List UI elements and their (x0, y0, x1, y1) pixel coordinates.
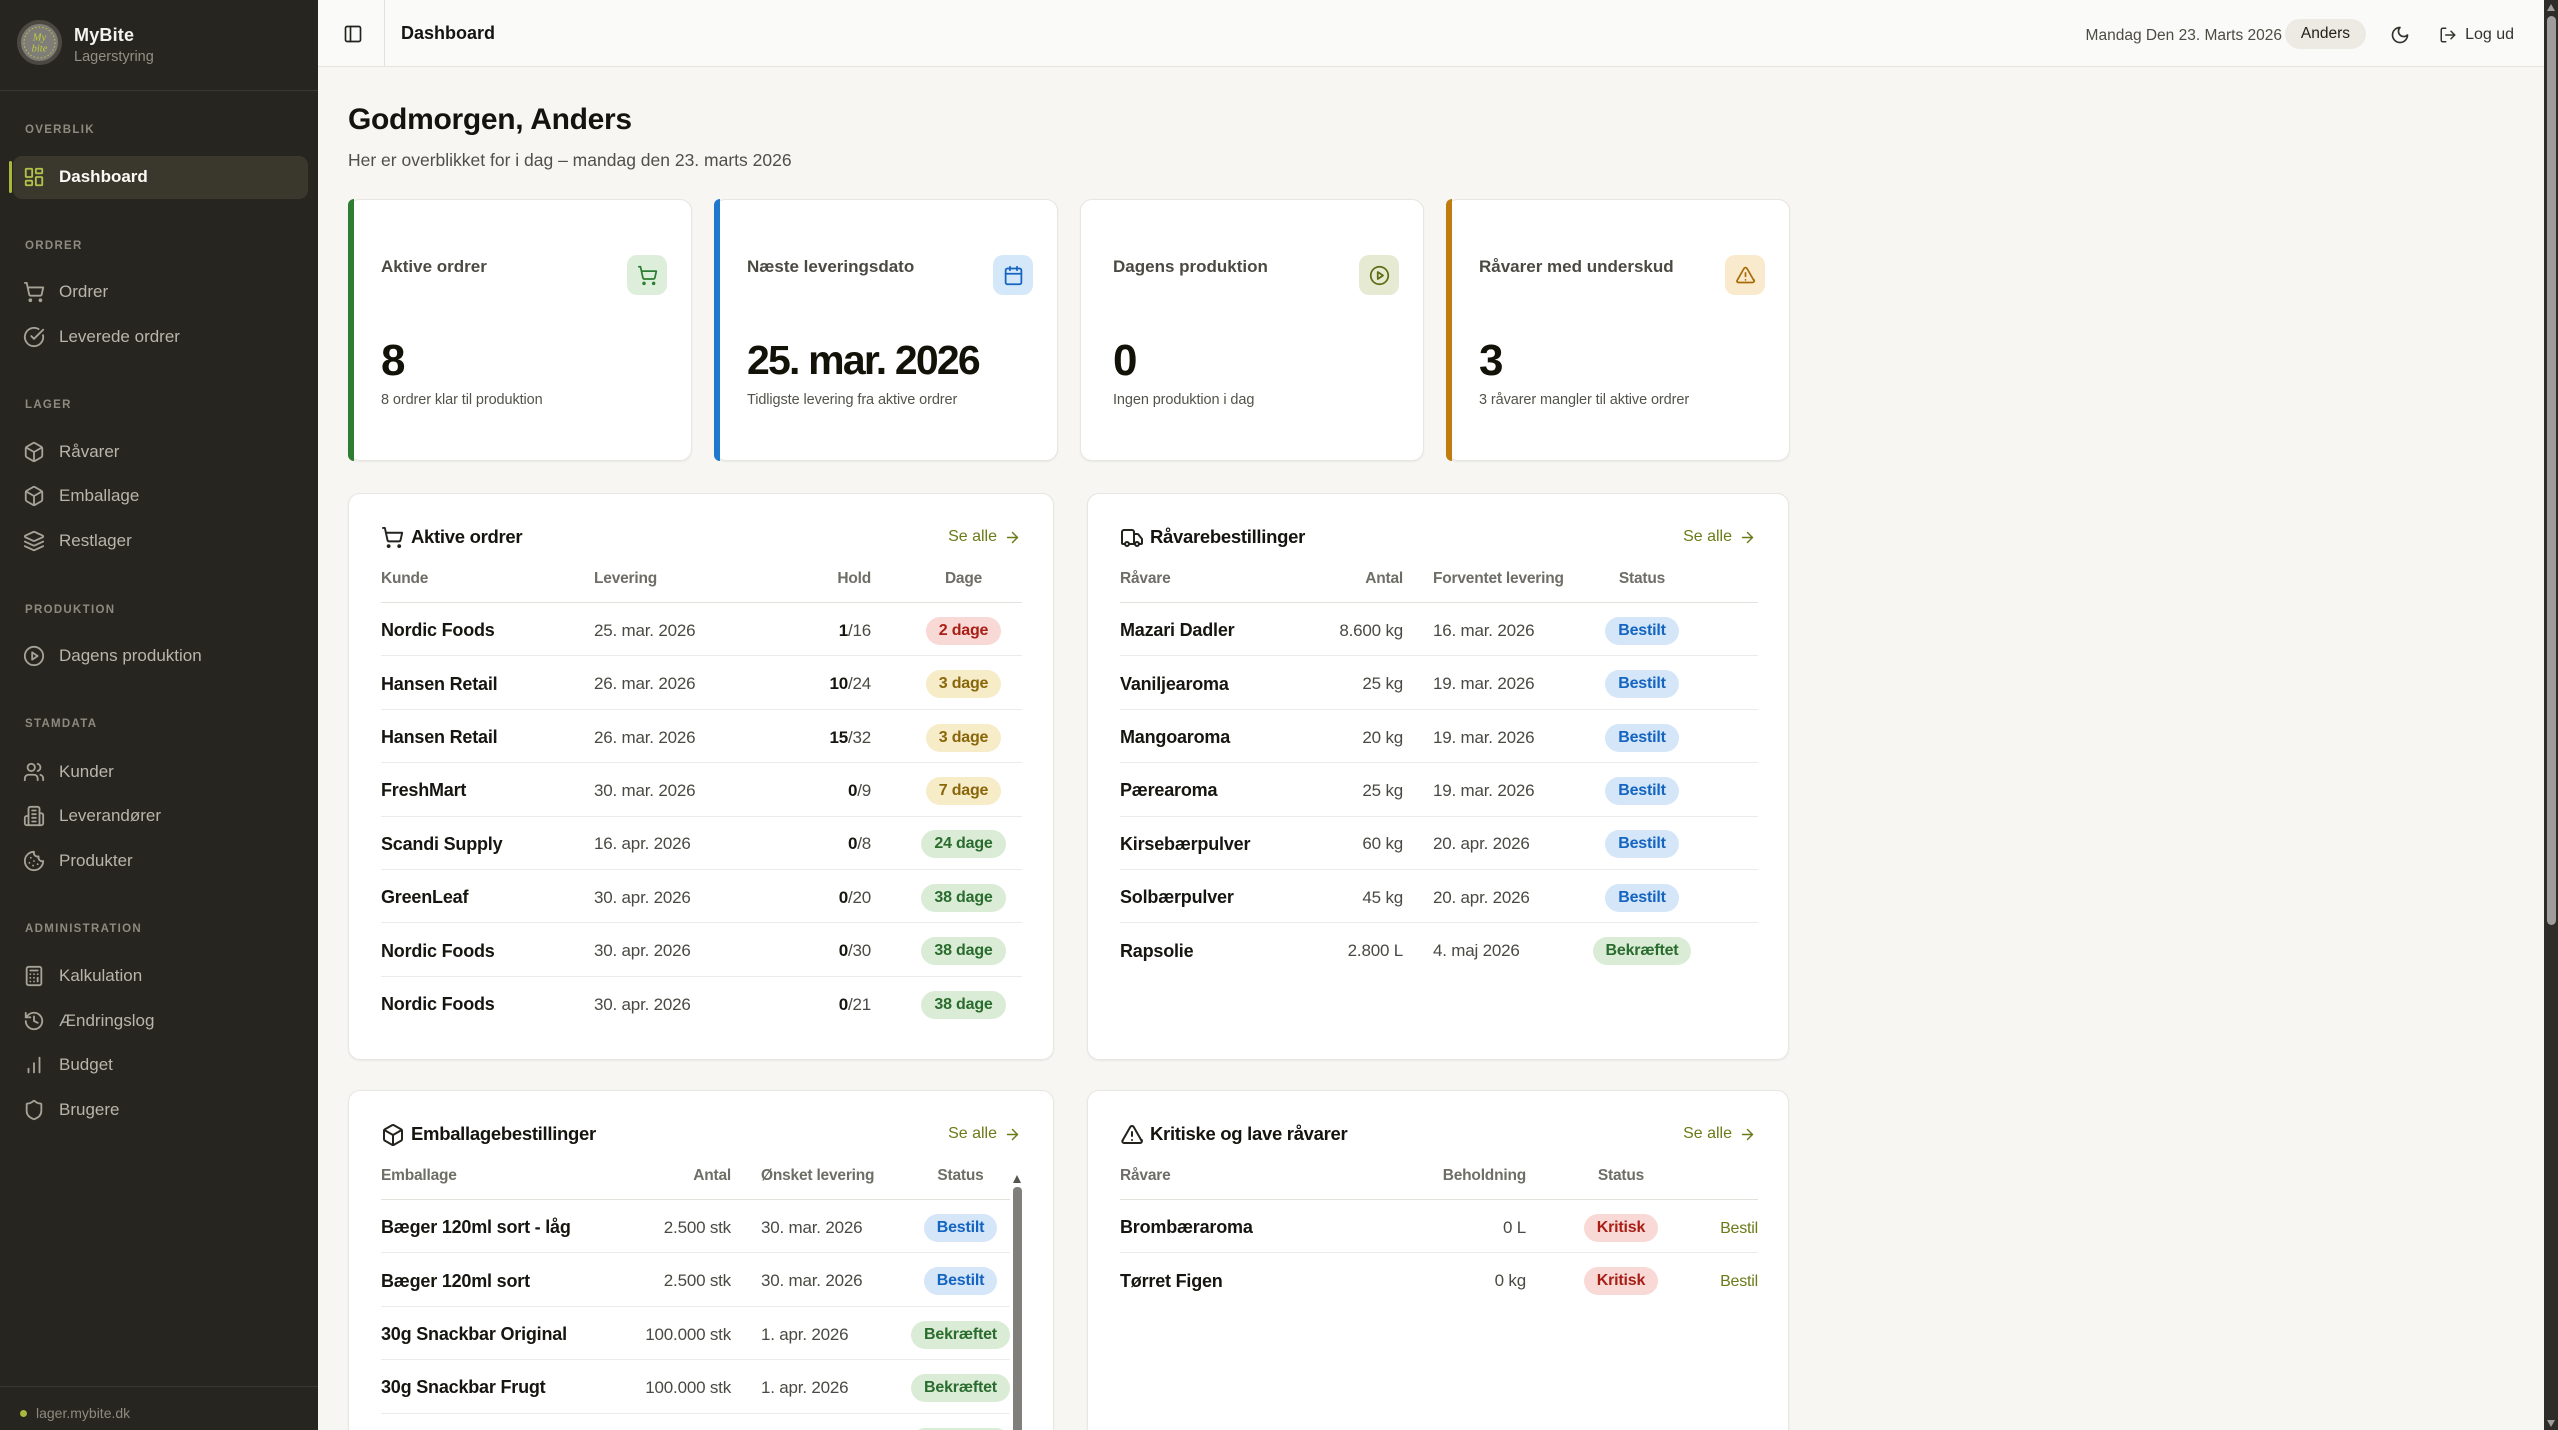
svg-text:bite: bite (32, 44, 48, 55)
svg-text:My: My (32, 33, 47, 44)
